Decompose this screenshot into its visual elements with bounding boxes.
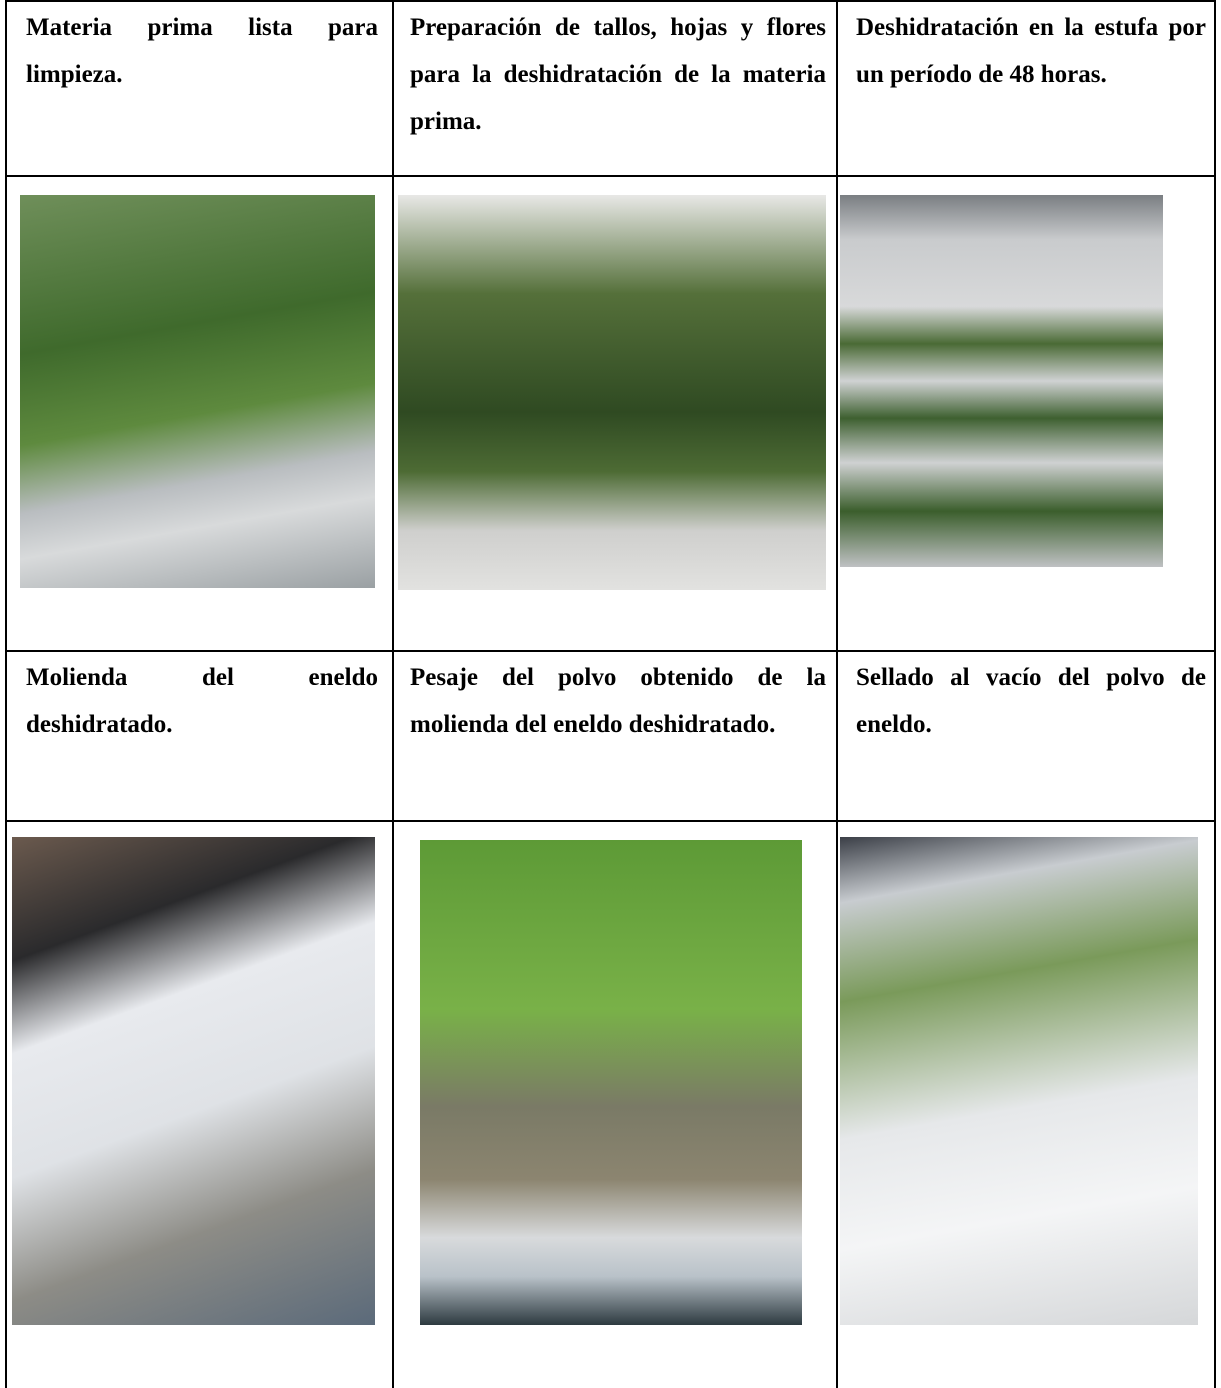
photo-stems xyxy=(398,195,826,590)
photo-fresh-dill xyxy=(20,195,375,588)
table-border xyxy=(5,0,7,1388)
photo-vacuum-sealing xyxy=(840,837,1198,1325)
caption: Pesaje del polvo obtenido de la molienda… xyxy=(410,664,826,738)
table-border xyxy=(1214,0,1216,1388)
caption: Materia prima lista para limpieza. xyxy=(26,14,378,88)
table-border xyxy=(392,0,394,1388)
photo-grinding xyxy=(12,837,375,1325)
table-border xyxy=(836,0,838,1388)
table-border xyxy=(5,650,1216,652)
table-border xyxy=(5,820,1216,822)
caption: Preparación de tallos, hojas y flores pa… xyxy=(410,14,826,135)
caption: Deshidratación en la estufa por un perío… xyxy=(856,14,1206,88)
table-border xyxy=(5,175,1216,177)
caption: Sellado al vacío del polvo de eneldo. xyxy=(856,664,1206,738)
photo-weighing-powder xyxy=(420,840,802,1325)
photo-oven xyxy=(840,195,1163,567)
caption: Molienda del eneldo deshidratado. xyxy=(26,664,378,738)
table-border xyxy=(5,0,1216,2)
